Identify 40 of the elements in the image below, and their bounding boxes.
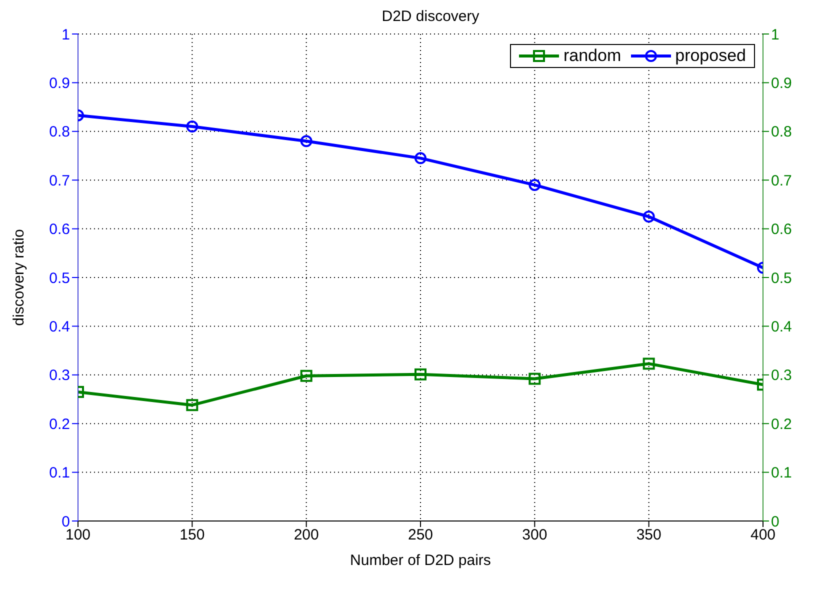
y2-tick-label: 0.9 <box>771 75 792 92</box>
y-tick-label: 0.8 <box>49 124 70 141</box>
x-tick-label: 150 <box>180 526 205 544</box>
y-tick-label: 0.2 <box>49 416 70 433</box>
point <box>642 210 655 223</box>
y2-tick-label: 0.4 <box>771 318 792 336</box>
x-tick-label: 250 <box>408 526 434 544</box>
x-tick-label: 300 <box>522 526 548 544</box>
y-tick-label: 0.3 <box>49 367 70 384</box>
point <box>300 135 312 148</box>
point <box>414 368 426 380</box>
x-axis-title: Number of D2D pairs <box>350 552 491 569</box>
y2-tick-label: 0.7 <box>771 172 792 190</box>
point <box>528 372 541 385</box>
point <box>528 178 541 191</box>
y2-tick-label: 0.3 <box>771 367 792 384</box>
y2-tick-label: 0.6 <box>771 221 792 238</box>
y2-tick-label: 0.5 <box>771 270 792 287</box>
x-tick-label: 350 <box>636 526 662 544</box>
point <box>414 152 426 164</box>
legend-label: random <box>563 46 622 66</box>
y-tick-label: 0.5 <box>49 270 70 287</box>
y-tick-label: 0.6 <box>49 221 70 238</box>
point <box>300 370 312 382</box>
point <box>186 399 198 412</box>
point <box>642 358 655 370</box>
y2-tick-label: 0.8 <box>771 124 792 141</box>
chart-title: D2D discovery <box>380 8 480 26</box>
y-tick-label: 1 <box>62 26 70 44</box>
point <box>186 120 198 133</box>
y2-tick-label: 0.1 <box>771 464 792 482</box>
y-axis-title: discovery ratio <box>10 229 28 326</box>
x-tick-label: 200 <box>294 526 319 544</box>
y2-tick-label: 1 <box>771 26 780 44</box>
y-tick-label: 0.1 <box>49 464 70 482</box>
legend-label: proposed <box>675 46 746 66</box>
y-tick-label: 0.7 <box>49 172 70 190</box>
y-tick-label: 0.9 <box>49 75 70 92</box>
y-tick-label: 0.4 <box>49 318 70 336</box>
y2-tick-label: 0.2 <box>771 416 792 433</box>
